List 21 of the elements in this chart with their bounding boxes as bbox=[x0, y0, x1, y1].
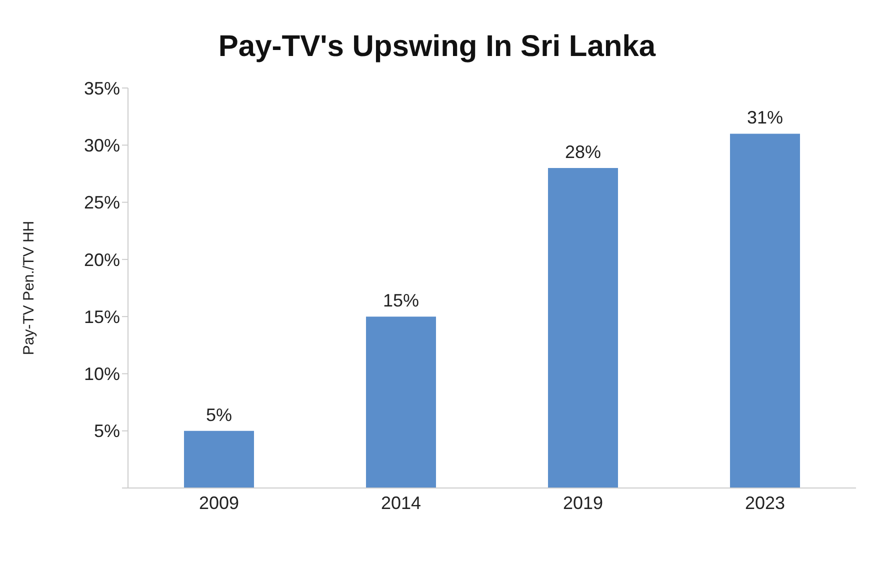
x-tick-label: 2019 bbox=[562, 492, 604, 513]
y-tick-label: 15% bbox=[84, 306, 120, 327]
y-axis-title: Pay-TV Pen./TV HH bbox=[20, 220, 38, 356]
chart-title: Pay-TV's Upswing In Sri Lanka bbox=[217, 30, 657, 64]
data-label: 28% bbox=[564, 142, 602, 162]
bar bbox=[548, 168, 618, 488]
bar bbox=[366, 316, 436, 488]
y-tick-label: 10% bbox=[84, 364, 120, 384]
x-tick-label: 2023 bbox=[744, 492, 786, 513]
x-tick-label: 2009 bbox=[198, 492, 240, 513]
data-label: 15% bbox=[382, 290, 420, 311]
y-tick-label: 5% bbox=[94, 421, 120, 442]
y-tick-label: 25% bbox=[84, 192, 120, 213]
y-tick-label: 20% bbox=[84, 250, 120, 270]
y-tick-label: 35% bbox=[84, 78, 120, 98]
x-tick-label: 2014 bbox=[380, 492, 422, 513]
data-label: 5% bbox=[206, 404, 232, 425]
bar bbox=[184, 430, 254, 488]
bar bbox=[730, 134, 800, 488]
data-label: 31% bbox=[746, 108, 784, 128]
y-tick-label: 30% bbox=[84, 136, 120, 156]
